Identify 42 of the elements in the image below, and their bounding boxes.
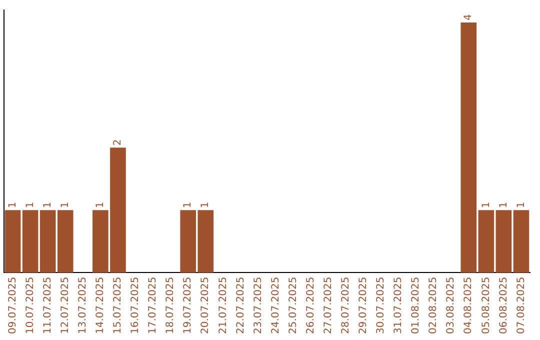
- x-tick-label: 29.07.2025: [358, 276, 370, 334]
- x-tick-label: 25.07.2025: [288, 276, 299, 334]
- data-label: 2: [112, 139, 124, 146]
- x-tick-label: 04.08.2025: [463, 276, 474, 334]
- x-tick-label: 14.07.2025: [95, 276, 106, 334]
- x-tick-label: 31.07.2025: [393, 276, 404, 334]
- x-tick-label: 19.07.2025: [182, 276, 194, 334]
- x-tick-label: 18.07.2025: [165, 276, 176, 334]
- data-label: 1: [182, 202, 194, 208]
- data-label: 1: [7, 202, 18, 208]
- x-tick-label: 15.07.2025: [112, 276, 124, 334]
- x-tick-label: 26.07.2025: [305, 276, 316, 334]
- x-tick-label: 27.07.2025: [322, 276, 334, 334]
- x-tick-label: 03.08.2025: [446, 276, 457, 334]
- x-tick-label: 01.08.2025: [410, 276, 422, 334]
- x-tick-label: 11.07.2025: [42, 276, 54, 334]
- data-label: 4: [463, 14, 474, 21]
- data-label: 1: [60, 202, 71, 208]
- x-tick-label: 23.07.2025: [252, 276, 264, 334]
- x-tick-label: 17.07.2025: [148, 276, 159, 334]
- x-tick-label: 16.07.2025: [130, 276, 142, 334]
- x-tick-label: 10.07.2025: [24, 276, 36, 334]
- data-label: 1: [42, 202, 54, 208]
- x-tick-label: 07.08.2025: [516, 276, 527, 334]
- x-tick-label: 12.07.2025: [60, 276, 71, 334]
- data-label: 1: [24, 202, 36, 208]
- x-tick-label: 02.08.2025: [428, 276, 440, 334]
- x-tick-label: 24.07.2025: [270, 276, 282, 334]
- data-label: 1: [498, 202, 510, 208]
- data-label: 1: [95, 202, 106, 208]
- x-tick-label: 28.07.2025: [340, 276, 352, 334]
- x-tick-label: 20.07.2025: [200, 276, 212, 334]
- x-tick-label: 22.07.2025: [235, 276, 246, 334]
- data-label: 1: [516, 202, 527, 208]
- x-tick-label: 13.07.2025: [77, 276, 88, 334]
- x-tick-label: 21.07.2025: [218, 276, 229, 334]
- data-label: 1: [200, 202, 212, 208]
- x-tick-label: 05.08.2025: [480, 276, 492, 334]
- data-label: 1: [480, 202, 492, 208]
- x-tick-label: 09.07.2025: [7, 276, 18, 334]
- x-tick-label: 06.08.2025: [498, 276, 510, 334]
- x-tick-label: 30.07.2025: [376, 276, 387, 334]
